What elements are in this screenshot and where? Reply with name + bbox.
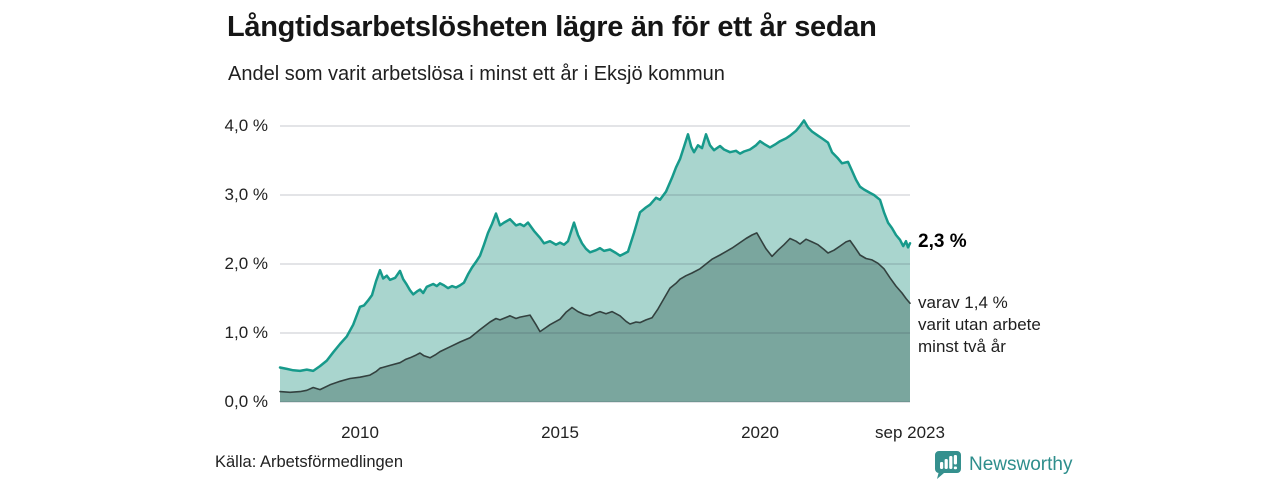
annotation-line: minst två år: [918, 337, 1006, 356]
newsworthy-logo: Newsworthy: [934, 450, 1072, 480]
x-tick-label: 2015: [541, 423, 579, 442]
annotation-line: varav 1,4 %: [918, 293, 1008, 312]
x-tick-label: sep 2023: [875, 423, 945, 442]
newsworthy-wordmark: Newsworthy: [969, 454, 1073, 475]
line-total: [278, 119, 912, 373]
x-tick-label: 2010: [341, 423, 379, 442]
y-tick-label: 0,0 %: [224, 392, 268, 411]
y-tick-label: 4,0 %: [224, 116, 268, 135]
y-tick-label: 3,0 %: [224, 185, 268, 204]
chart-subtitle: Andel som varit arbetslösa i minst ett å…: [228, 63, 725, 85]
series2-end-annotation: varav 1,4 % varit utan arbete minst två år: [918, 292, 1041, 358]
annotation-line: varit utan arbete: [918, 315, 1041, 334]
x-tick-label: 2020: [741, 423, 779, 442]
chart-title: Långtidsarbetslösheten lägre än för ett …: [227, 11, 877, 43]
y-tick-label: 2,0 %: [224, 254, 268, 273]
area-two-years-fill: [280, 232, 910, 402]
source-note: Källa: Arbetsförmedlingen: [215, 453, 404, 471]
newsworthy-icon: [935, 451, 961, 479]
y-tick-label: 1,0 %: [224, 323, 268, 342]
series-end-value-label: 2,3 %: [918, 231, 967, 253]
line-two-years: [279, 232, 911, 394]
